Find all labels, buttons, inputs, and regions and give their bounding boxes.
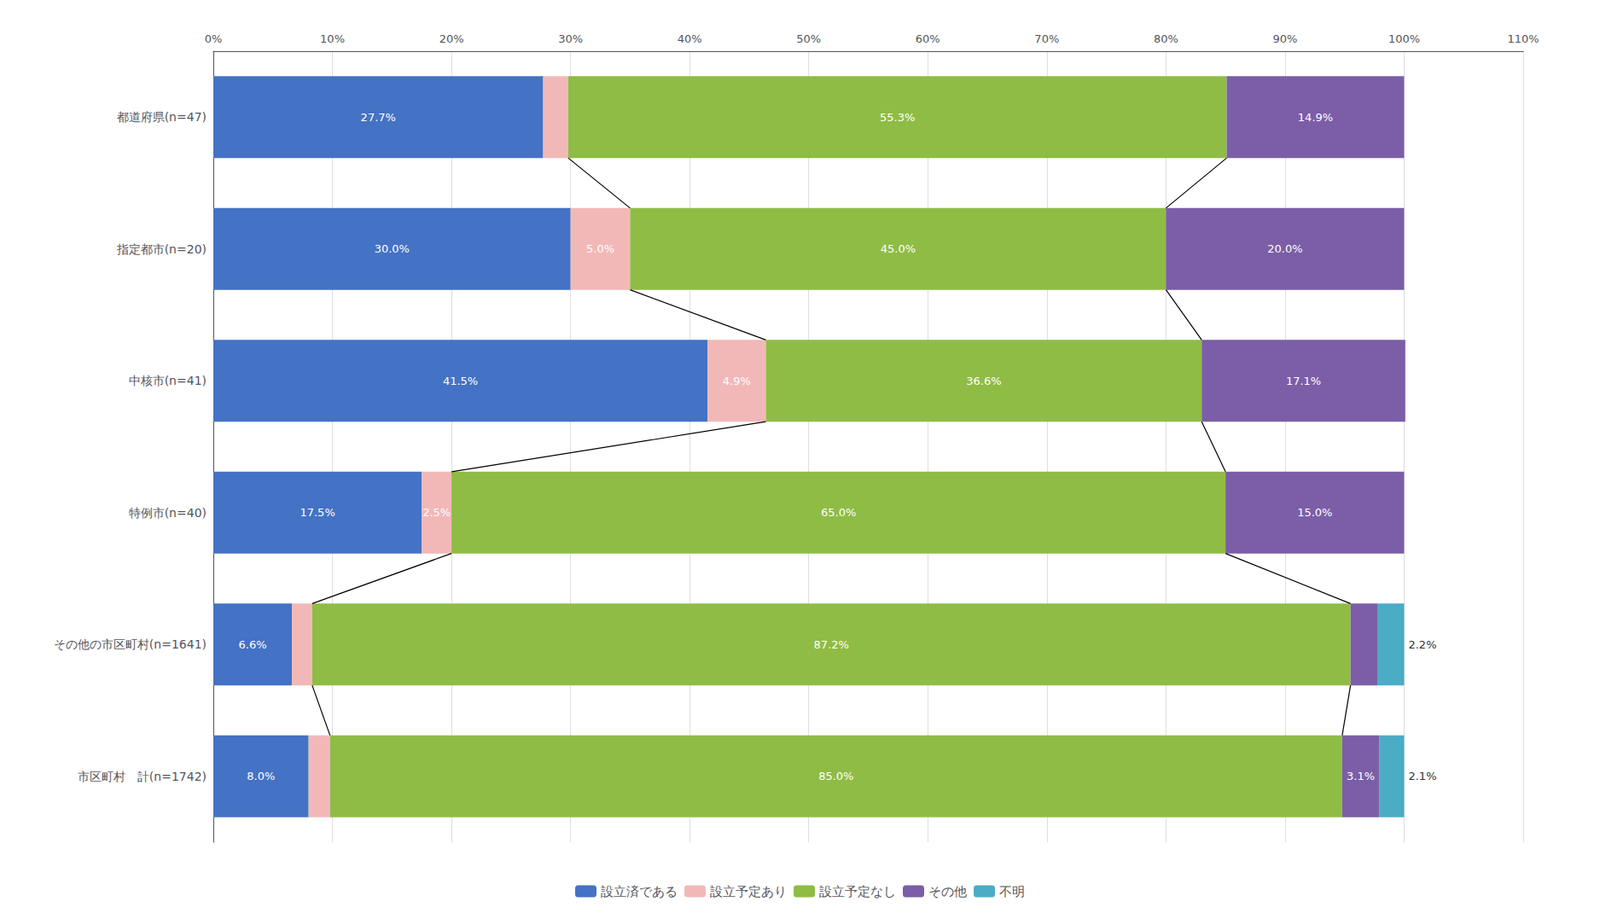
svg-text:中核市(n=41): 中核市(n=41) bbox=[128, 373, 207, 388]
svg-text:90%: 90% bbox=[1272, 32, 1298, 46]
svg-text:55.3%: 55.3% bbox=[879, 110, 915, 124]
svg-text:70%: 70% bbox=[1034, 32, 1059, 46]
svg-text:市区町村 計(n=1742): 市区町村 計(n=1742) bbox=[77, 769, 207, 784]
svg-text:36.6%: 36.6% bbox=[965, 374, 1001, 388]
svg-text:都道府県(n=47): 都道府県(n=47) bbox=[116, 110, 207, 124]
svg-text:設立済である: 設立済である bbox=[600, 884, 678, 900]
svg-text:20%: 20% bbox=[439, 32, 465, 46]
svg-text:8.0%: 8.0% bbox=[246, 769, 275, 783]
svg-text:65.0%: 65.0% bbox=[820, 506, 856, 519]
svg-text:設立予定なし: 設立予定なし bbox=[819, 884, 896, 900]
svg-text:60%: 60% bbox=[915, 32, 941, 46]
svg-text:30%: 30% bbox=[558, 32, 583, 46]
svg-text:17.1%: 17.1% bbox=[1285, 374, 1321, 388]
svg-text:3.1%: 3.1% bbox=[1346, 769, 1375, 783]
svg-text:17.5%: 17.5% bbox=[299, 506, 335, 519]
svg-text:指定都市(n=20): 指定都市(n=20) bbox=[116, 242, 207, 256]
svg-text:0%: 0% bbox=[204, 32, 223, 46]
svg-text:85.0%: 85.0% bbox=[818, 769, 854, 783]
svg-text:4.9%: 4.9% bbox=[722, 374, 751, 388]
svg-text:14.9%: 14.9% bbox=[1297, 110, 1333, 124]
svg-text:2.1%: 2.1% bbox=[1408, 769, 1437, 783]
svg-text:87.2%: 87.2% bbox=[814, 638, 850, 652]
svg-text:50%: 50% bbox=[796, 32, 821, 46]
svg-text:2.2%: 2.2% bbox=[1408, 638, 1437, 652]
svg-text:20.0%: 20.0% bbox=[1267, 242, 1303, 256]
svg-text:10%: 10% bbox=[320, 32, 345, 46]
svg-text:6.6%: 6.6% bbox=[238, 638, 268, 652]
svg-text:設立予定あり: 設立予定あり bbox=[709, 884, 787, 900]
svg-text:40%: 40% bbox=[677, 32, 703, 46]
svg-text:5.0%: 5.0% bbox=[586, 242, 615, 256]
svg-text:特例市(n=40): 特例市(n=40) bbox=[128, 506, 207, 520]
svg-text:30.0%: 30.0% bbox=[374, 242, 410, 256]
svg-text:2.5%: 2.5% bbox=[422, 506, 451, 519]
svg-text:80%: 80% bbox=[1153, 32, 1179, 46]
svg-text:41.5%: 41.5% bbox=[442, 374, 478, 388]
svg-text:15.0%: 15.0% bbox=[1297, 506, 1333, 519]
svg-text:100%: 100% bbox=[1388, 32, 1420, 46]
svg-text:不明: 不明 bbox=[999, 884, 1025, 900]
svg-text:110%: 110% bbox=[1506, 32, 1539, 46]
svg-text:27.7%: 27.7% bbox=[360, 110, 396, 124]
svg-text:その他: その他 bbox=[928, 884, 967, 900]
svg-text:45.0%: 45.0% bbox=[880, 242, 916, 256]
svg-text:その他の市区町村(n=1641): その他の市区町村(n=1641) bbox=[53, 637, 207, 652]
